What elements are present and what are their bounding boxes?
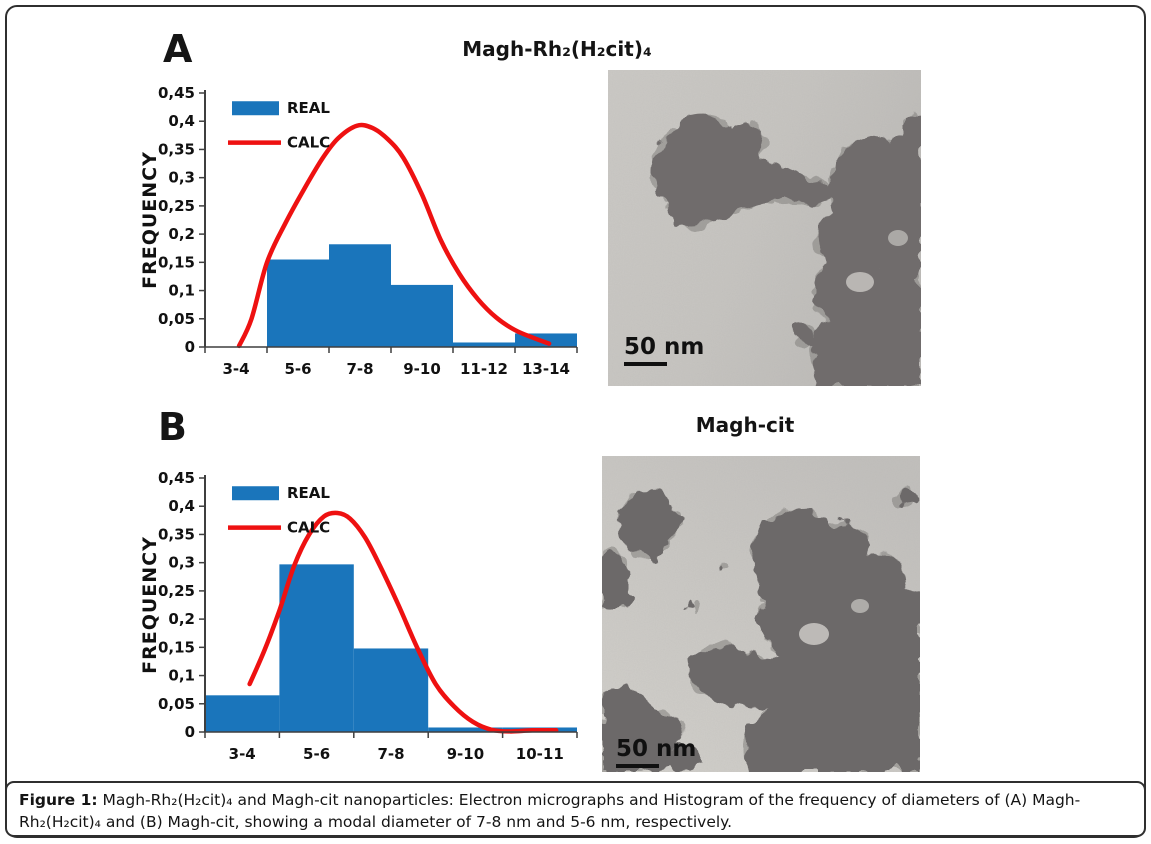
y-tick-label: 0,3 xyxy=(168,169,195,187)
y-tick-label: 0,1 xyxy=(168,667,195,685)
y-tick-label: 0,05 xyxy=(158,695,195,713)
histogram-bar xyxy=(453,342,515,347)
histogram-bar xyxy=(279,564,354,732)
x-tick-label: 3-4 xyxy=(222,360,249,378)
x-tick-label: 9-10 xyxy=(447,745,485,763)
chart-svg: 0 0,05 0,1 0,15 0,2 0,25 0,3 0,35 0,4 0,45 3-4 5-6 7… xyxy=(139,469,578,763)
histogram-chart-a: 0 0,05 0,1 0,15 0,2 0,25 0,3 0,35 0,4 0,45 3-4 5-6 7… xyxy=(139,84,595,385)
legend-label-calc: CALC xyxy=(287,519,330,537)
x-tick-label: 3-4 xyxy=(229,745,256,763)
y-tick-label: 0,35 xyxy=(158,140,195,158)
histogram-bar xyxy=(267,259,329,347)
calc-curve xyxy=(247,510,559,734)
y-tick-label: 0,35 xyxy=(158,525,195,543)
y-axis-title: FREQUENCY xyxy=(140,536,161,674)
histogram-bar xyxy=(353,648,429,732)
scale-bar xyxy=(624,362,667,366)
panel-label-b: B xyxy=(158,405,187,449)
histogram-bar xyxy=(329,244,391,347)
y-axis-title: FREQUENCY xyxy=(140,151,161,289)
scale-bar xyxy=(616,764,659,768)
legend-label-real: REAL xyxy=(287,99,330,117)
cluster-gap xyxy=(851,599,869,613)
y-tick-label: 0,1 xyxy=(168,282,195,300)
legend-swatch-real xyxy=(232,101,279,116)
legend-label-calc: CALC xyxy=(287,134,330,152)
caption-prefix: Figure 1: xyxy=(19,791,98,809)
scale-label: 50 nm xyxy=(624,334,704,360)
panel-title-b: Magh-cit xyxy=(695,413,795,437)
x-tick-label: 5-6 xyxy=(303,745,330,763)
histogram-bar xyxy=(205,695,280,732)
chart-svg: 0 0,05 0,1 0,15 0,2 0,25 0,3 0,35 0,4 0,45 3-4 5-6 7… xyxy=(139,84,578,378)
y-tick-label: 0,05 xyxy=(158,310,195,328)
cluster-gap xyxy=(888,230,908,246)
y-tick-label: 0,2 xyxy=(168,610,195,628)
figure-border xyxy=(5,5,1146,838)
y-tick-label: 0,15 xyxy=(158,253,195,271)
y-tick-label: 0,45 xyxy=(158,85,195,102)
y-tick-label: 0 xyxy=(185,338,195,356)
panel-title-a: Magh-Rh₂(H₂cit)₄ xyxy=(462,37,652,61)
y-tick-label: 0,2 xyxy=(168,225,195,243)
tem-image-b: 50 nm xyxy=(602,456,920,772)
y-tick-label: 0,3 xyxy=(168,554,195,572)
legend-label-real: REAL xyxy=(287,484,330,502)
y-tick-label: 0,4 xyxy=(168,112,195,130)
figure-caption: Figure 1: Magh-Rh₂(H₂cit)₄ and Magh-cit … xyxy=(19,789,1132,833)
y-tick-label: 0,25 xyxy=(158,197,195,215)
figure-caption-box: Figure 1: Magh-Rh₂(H₂cit)₄ and Magh-cit … xyxy=(5,781,1146,837)
y-tick-label: 0,25 xyxy=(158,582,195,600)
x-tick-label: 5-6 xyxy=(284,360,311,378)
histogram-bar xyxy=(391,284,453,347)
tem-image-a: 50 nm xyxy=(608,70,921,387)
x-tick-label: 11-12 xyxy=(460,360,508,378)
x-tick-label: 10-11 xyxy=(516,745,564,763)
cluster-gap xyxy=(799,623,829,645)
y-tick-label: 0 xyxy=(185,723,195,741)
electron-micrograph-a: 50 nm xyxy=(608,70,921,387)
y-tick-label: 0,4 xyxy=(168,497,195,515)
legend-swatch-real xyxy=(232,486,279,501)
histogram-bar xyxy=(428,727,503,732)
panel-label-a: A xyxy=(163,27,193,71)
histogram-chart-b: 0 0,05 0,1 0,15 0,2 0,25 0,3 0,35 0,4 0,45 3-4 5-6 7… xyxy=(139,469,595,770)
x-tick-label: 9-10 xyxy=(403,360,441,378)
cluster-gap xyxy=(846,272,874,292)
calc-curve xyxy=(236,122,552,349)
x-tick-label: 7-8 xyxy=(346,360,373,378)
x-tick-label: 7-8 xyxy=(377,745,404,763)
scale-label: 50 nm xyxy=(616,736,696,762)
caption-body: Magh-Rh₂(H₂cit)₄ and Magh-cit nanopartic… xyxy=(19,791,1081,831)
electron-micrograph-b: 50 nm xyxy=(602,456,920,772)
y-tick-label: 0,45 xyxy=(158,470,195,487)
y-tick-label: 0,15 xyxy=(158,638,195,656)
x-tick-label: 13-14 xyxy=(522,360,570,378)
